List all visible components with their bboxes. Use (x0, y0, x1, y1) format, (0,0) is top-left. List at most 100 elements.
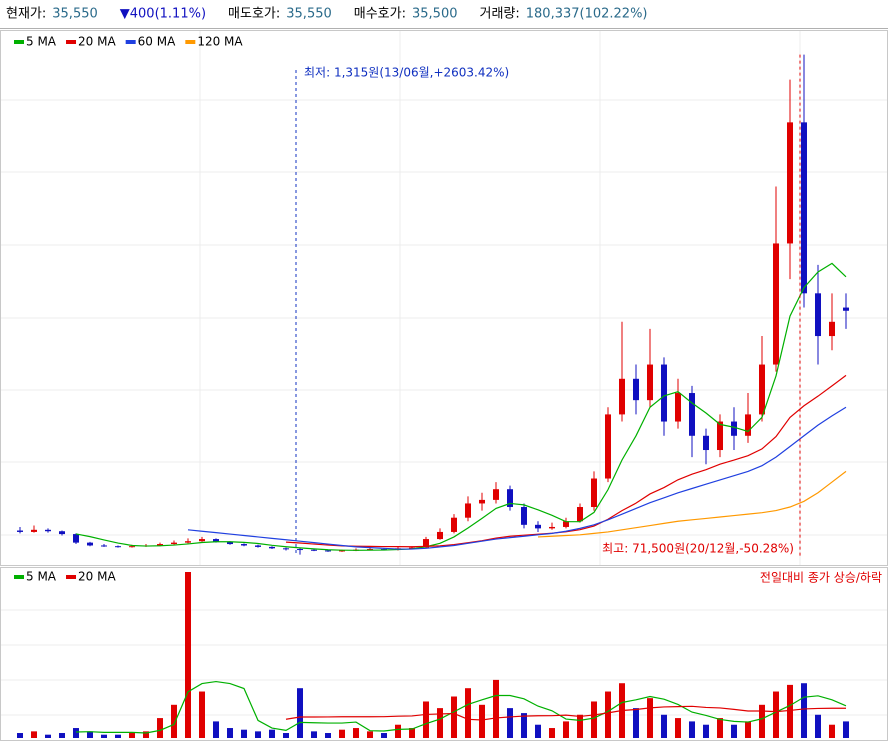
header-value: 180,337(102.22%) (526, 7, 648, 22)
legend-swatch (66, 575, 77, 579)
candle-body (87, 542, 93, 546)
candle-body (535, 524, 541, 529)
candle-body (619, 378, 625, 415)
volume-bar (381, 733, 387, 738)
candle-body (437, 531, 443, 540)
volume-bar (45, 734, 51, 738)
volume-bar (829, 724, 835, 738)
legend-label: 5 MA (26, 570, 57, 584)
candle-body (661, 364, 667, 422)
volume-bar (59, 733, 65, 738)
volume-bar (157, 718, 163, 738)
volume-note: 전일대비 종가 상승/하락 (760, 571, 882, 585)
volume-bar (773, 691, 779, 738)
legend-swatch (14, 40, 24, 44)
volume-bar (689, 721, 695, 738)
volume-bar (269, 729, 275, 738)
volume-bar (563, 721, 569, 738)
volume-bar (745, 721, 751, 738)
candle-body (843, 307, 849, 311)
candle-body (227, 541, 233, 545)
candle-body (815, 293, 821, 337)
candle-body (465, 503, 471, 518)
candle-body (325, 550, 331, 552)
candle-body (283, 548, 289, 550)
volume-bar (549, 728, 555, 738)
volume-bar (507, 708, 513, 738)
volume-bar (647, 698, 653, 738)
legend-swatch (185, 40, 196, 44)
volume-bar (171, 704, 177, 738)
candle-body (759, 364, 765, 415)
candle-body (605, 414, 611, 479)
legend-swatch (14, 575, 24, 579)
candle-body (787, 122, 793, 244)
volume-bar (227, 728, 233, 738)
annotation-text: 최고: 71,500원(20/12월,-50.28%) (602, 542, 794, 556)
volume-bar (297, 688, 303, 738)
volume-bar (717, 718, 723, 738)
volume-bar (199, 691, 205, 738)
volume-bar (213, 721, 219, 738)
candle-body (367, 549, 373, 551)
header-label: 현재가: (6, 7, 46, 22)
header-value: 35,550 (52, 7, 98, 22)
candle-body (563, 521, 569, 527)
candle-body (423, 539, 429, 548)
header-value: ▼400(1.11%) (120, 7, 206, 22)
volume-bar (535, 724, 541, 738)
volume-bar (493, 679, 499, 738)
candle-body (171, 542, 177, 545)
volume-bar (843, 721, 849, 738)
volume-bar (787, 684, 793, 738)
candle-body (675, 393, 681, 422)
volume-bar (731, 724, 737, 738)
candle-body (255, 545, 261, 547)
candle-body (339, 550, 345, 552)
volume-bar (143, 731, 149, 738)
volume-bar (577, 714, 583, 738)
candle-body (157, 544, 163, 546)
candle-body (297, 549, 303, 551)
volume-bar (129, 733, 135, 738)
volume-bar (479, 704, 485, 738)
volume-bar (661, 714, 667, 738)
candle-body (269, 546, 275, 549)
volume-bar (311, 731, 317, 738)
volume-bar (241, 729, 247, 738)
candle-body (31, 529, 37, 532)
volume-bar (605, 691, 611, 738)
candle-body (493, 489, 499, 500)
volume-bar (185, 572, 191, 738)
volume-bar (815, 714, 821, 738)
candle-body (829, 321, 835, 337)
volume-bar (87, 731, 93, 738)
candle-body (241, 544, 247, 546)
candle-body (101, 545, 107, 547)
ma-line (187, 406, 847, 550)
legend-label: 60 MA (138, 35, 176, 49)
candle-body (311, 549, 317, 551)
header-label: 매도호가: (228, 7, 280, 22)
candle-body (549, 526, 555, 529)
candle-body (633, 378, 639, 401)
volume-bar (283, 733, 289, 738)
volume-bar (115, 734, 121, 738)
candle-body (647, 364, 653, 401)
legend-swatch (66, 40, 77, 44)
volume-bar (437, 708, 443, 738)
candle-body (73, 534, 79, 543)
volume-bar (703, 724, 709, 738)
candle-body (507, 489, 513, 508)
candle-body (521, 507, 527, 525)
volume-bar (395, 724, 401, 738)
volume-bar (367, 731, 373, 738)
legend-swatch (125, 40, 136, 44)
annotation-text: 최저: 1,315원(13/06월,+2603.42%) (304, 66, 509, 80)
volume-bar (591, 701, 597, 738)
candle-body (185, 541, 191, 543)
volume-bar (17, 733, 23, 738)
candle-body (45, 529, 51, 532)
